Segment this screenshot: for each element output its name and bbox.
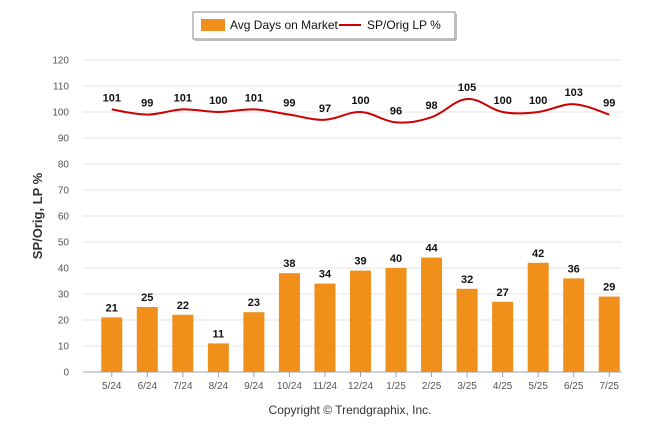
bar [385,268,407,372]
x-tick-label: 6/24 [138,381,158,392]
bar [207,343,229,372]
y-tick-label: 100 [52,108,69,119]
bar-layer [101,257,620,372]
bar-value-label: 22 [177,300,189,312]
bar [456,288,478,372]
bar-value-label: 39 [354,256,366,268]
bar [598,296,620,372]
bar-value-label: 23 [248,297,260,309]
y-tick-label: 10 [58,342,70,353]
x-tick-label: 7/25 [599,381,619,392]
y-tick-label: 40 [58,264,70,275]
y-tick-label: 0 [63,368,69,379]
bar [278,273,300,372]
copyright-text: Copyright © Trendgraphix, Inc. [269,403,432,417]
line-value-label: 96 [390,105,402,117]
legend-swatch-bar [201,19,225,31]
y-tick-label: 90 [58,134,70,145]
bar-value-label: 38 [283,258,295,270]
line-value-label: 100 [351,95,369,107]
bar [492,301,514,372]
bar-value-label: 21 [106,302,118,314]
x-tick-label: 3/25 [457,381,477,392]
bar-value-label: 36 [568,263,580,275]
line-value-label: 99 [603,98,615,110]
y-tick-label: 70 [58,186,70,197]
x-tick-label: 1/25 [386,381,406,392]
bar [563,278,585,372]
bar [101,317,123,372]
x-tick-label: 7/24 [173,381,193,392]
bar-value-label: 40 [390,253,402,265]
line-value-label: 97 [319,103,331,115]
line-layer [111,97,610,124]
line-value-label: 100 [529,95,547,107]
line-value-label: 99 [141,98,153,110]
line-value-label: 101 [103,92,121,104]
bar-value-label: 11 [213,328,225,340]
x-tick-label: 5/24 [102,381,122,392]
y-tick-label: 110 [53,82,69,93]
bar [421,257,443,372]
legend-label-line: SP/Orig LP % [367,18,441,32]
x-tick-label: 8/24 [209,381,229,392]
y-tick-label: 80 [58,160,70,171]
x-tick-label: 10/24 [277,381,302,392]
y-tick-label: 30 [58,290,70,301]
x-tick-label: 9/24 [244,381,264,392]
legend-box [192,11,456,40]
x-tick-label: 5/25 [528,381,548,392]
bar-value-label: 34 [319,269,332,281]
bar [136,307,158,372]
line-series-path [111,97,610,124]
legend: Avg Days on Market SP/Orig LP % [192,11,457,41]
line-value-label: 101 [174,92,192,104]
line-value-label: 100 [493,95,511,107]
bar [527,262,549,372]
y-tick-label: 50 [58,238,70,249]
legend-label-bar: Avg Days on Market [230,18,338,32]
x-tick-label: 4/25 [493,381,513,392]
bar [243,312,265,372]
y-axis-title: SP/Orig, LP % [30,172,45,259]
bar [350,270,371,372]
x-tick-label: 12/24 [348,381,373,392]
x-tick-label: 2/25 [422,381,442,392]
label-layer: 21 25 22 11 23 38 34 39 40 44 32 27 42 36 29 101 99 101 10… [103,82,616,340]
y-tick-label: 20 [58,316,70,327]
bar-value-label: 42 [532,248,544,260]
bar [314,283,336,372]
y-tick-label: 120 [52,56,69,67]
bar-value-label: 27 [497,287,509,299]
bar-value-label: 29 [603,282,615,294]
bar-value-label: 32 [461,274,473,286]
line-value-label: 105 [458,82,476,94]
y-tick-label: 60 [58,212,70,223]
line-value-label: 103 [565,87,583,99]
x-tick-label: 11/24 [313,381,338,392]
x-tick-label: 6/25 [564,381,584,392]
line-value-label: 101 [245,92,263,104]
bar [172,314,194,372]
bar-value-label: 44 [425,243,438,255]
bar-value-label: 25 [141,292,153,304]
line-value-label: 98 [425,100,437,112]
line-value-label: 100 [209,95,227,107]
line-value-label: 99 [283,98,295,110]
